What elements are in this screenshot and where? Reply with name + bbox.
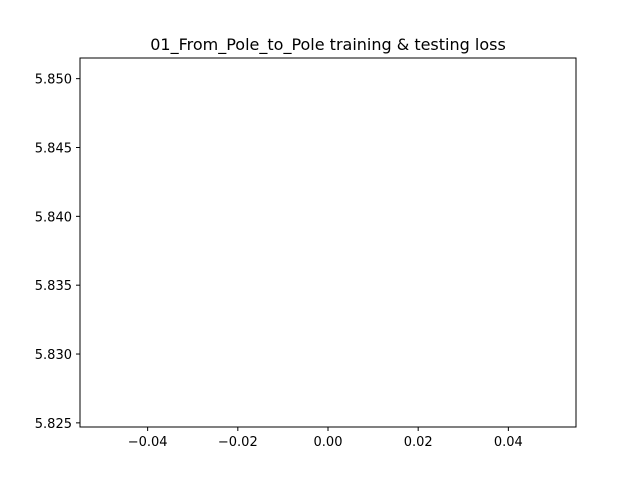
y-tick-label: 5.825 — [35, 417, 72, 432]
x-tick-label: −0.02 — [218, 435, 258, 450]
y-tick-label: 5.830 — [35, 348, 72, 363]
x-tick-label: 0.02 — [404, 435, 433, 450]
y-tick-label: 5.850 — [35, 73, 72, 88]
y-axis: 5.825 5.830 5.835 5.840 5.845 5.850 — [35, 73, 80, 432]
x-tick-label: −0.04 — [128, 435, 168, 450]
chart-title: 01_From_Pole_to_Pole training & testing … — [150, 35, 506, 55]
x-tick-label: 0.04 — [494, 435, 523, 450]
y-tick-label: 5.845 — [35, 141, 72, 156]
plot-area-frame — [79, 57, 577, 428]
y-tick-label: 5.835 — [35, 279, 72, 294]
y-tick-label: 5.840 — [35, 210, 72, 225]
x-tick-label: 0.00 — [314, 435, 343, 450]
x-axis: −0.04 −0.02 0.00 0.02 0.04 — [128, 427, 523, 450]
